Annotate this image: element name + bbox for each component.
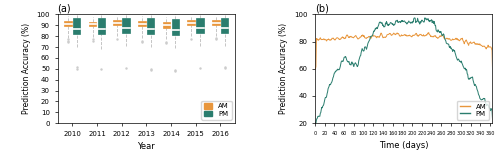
PM — [312, 122, 318, 124]
PM — [384, 22, 390, 24]
PM — [350, 62, 356, 64]
PM — [361, 50, 367, 52]
Text: (a): (a) — [58, 4, 71, 14]
PM — [490, 118, 496, 120]
AM — [383, 36, 389, 38]
Bar — [212, 20, 220, 25]
Bar — [163, 22, 170, 28]
PM — [383, 23, 389, 25]
Bar — [64, 21, 72, 26]
Text: (b): (b) — [315, 4, 329, 14]
AM — [361, 35, 367, 37]
Bar — [138, 21, 145, 26]
X-axis label: Year: Year — [138, 142, 155, 151]
Bar — [98, 18, 105, 34]
PM — [482, 98, 488, 99]
PM — [422, 17, 428, 19]
Bar — [188, 20, 195, 25]
AM — [312, 68, 318, 70]
Bar — [196, 18, 203, 33]
Bar — [122, 18, 130, 33]
AM — [490, 68, 496, 70]
Bar — [172, 19, 179, 35]
Y-axis label: Prediction Accuracy (%): Prediction Accuracy (%) — [280, 23, 288, 114]
AM — [482, 46, 488, 48]
AM — [350, 36, 356, 38]
Bar — [89, 22, 96, 26]
Line: AM: AM — [316, 33, 492, 69]
Bar — [147, 18, 154, 34]
Bar — [73, 18, 80, 34]
AM — [464, 43, 470, 44]
Legend: AM, PM: AM, PM — [202, 101, 232, 120]
Bar — [221, 18, 228, 33]
Bar — [114, 20, 121, 25]
Y-axis label: Prediction Accuracy (%): Prediction Accuracy (%) — [22, 23, 31, 114]
Line: PM: PM — [316, 18, 492, 123]
X-axis label: Time (days): Time (days) — [379, 141, 428, 150]
AM — [384, 34, 390, 36]
Legend: AM, PM: AM, PM — [456, 101, 489, 120]
PM — [464, 73, 470, 75]
AM — [426, 32, 432, 34]
